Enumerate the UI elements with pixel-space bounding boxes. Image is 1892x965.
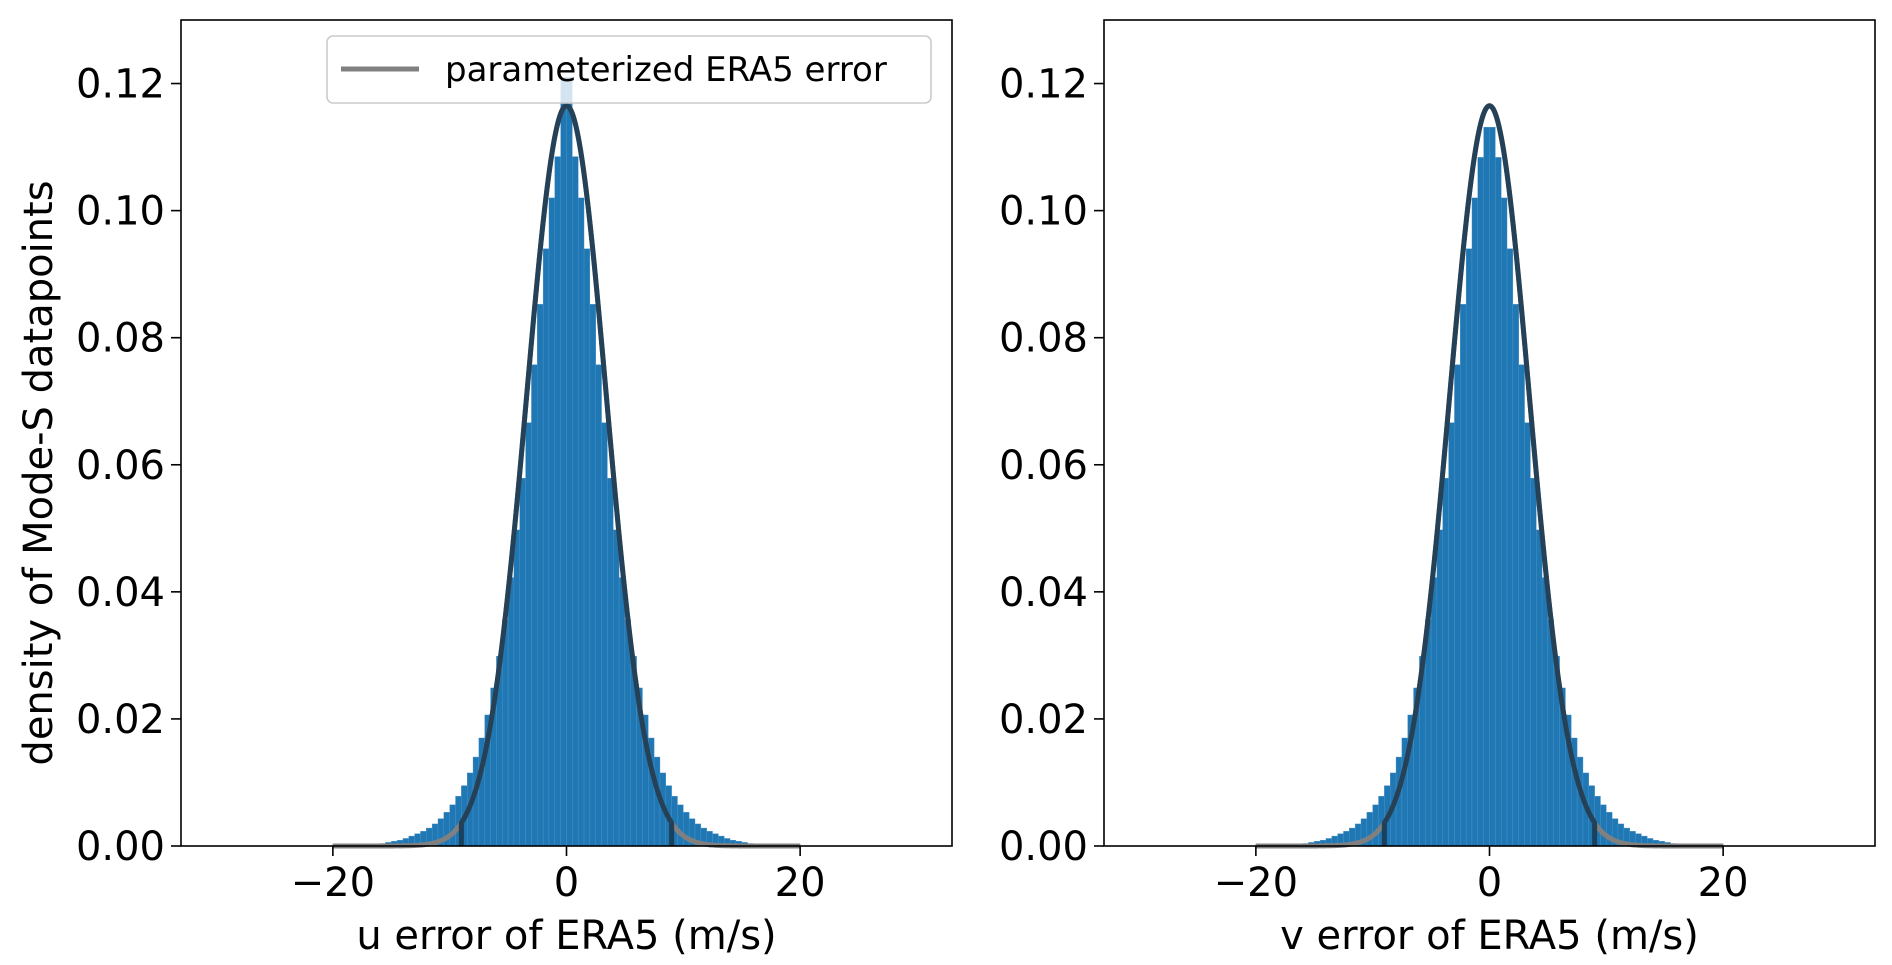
histogram-bar [542,248,550,847]
histogram-bar [595,364,602,847]
y-tick-label: 0.10 [999,189,1088,235]
histogram-bar [607,478,614,847]
histogram-bar [519,478,526,847]
histogram-bar [1483,127,1490,847]
histogram-bar [601,422,608,847]
histogram-bar [589,304,596,847]
y-tick-label: 0.12 [76,62,165,108]
legend-entry-label: parameterized ERA5 error [445,50,887,90]
histogram-bar [1465,248,1473,847]
histogram-bar [1471,197,1479,847]
histogram [332,76,801,847]
y-tick-label: 0.04 [999,570,1088,616]
y-tick-label: 0.02 [76,697,165,743]
y-tick-label: 0.08 [76,316,165,362]
histogram-bar [1518,364,1525,847]
inner-curve-line [458,103,675,846]
y-tick-label: 0.04 [76,570,165,616]
x-tick-label: −20 [291,860,375,906]
legend: parameterized ERA5 error [326,35,932,104]
x-tick-label: 0 [1477,860,1502,906]
y-tick-label: 0.06 [999,443,1088,489]
histogram-bar [507,577,515,847]
panel-right: 0.00 0.02 0.04 0.06 0.08 0.10 0.12 −20 0 20 v erro… [999,19,1876,959]
histogram-bar [1489,127,1496,847]
histogram-bar [577,197,585,847]
y-tick-label: 0.10 [76,189,165,235]
y-tick-label: 0.02 [999,697,1088,743]
histogram-bar [1506,248,1514,847]
x-axis-label: u error of ERA5 (m/s) [356,913,776,959]
histogram-bar [1500,197,1508,847]
legend-box [326,35,932,104]
histogram-bar [1530,478,1537,847]
x-tick-label: 20 [1698,860,1749,906]
y-tick-label: 0.08 [999,316,1088,362]
histogram-bar [560,76,567,847]
histogram [1255,127,1724,847]
x-axis-label: v error of ERA5 (m/s) [1280,913,1699,959]
histogram-bar [1477,157,1484,847]
histogram-bar [513,529,520,847]
histogram-bar [531,364,538,847]
histogram-bar [1436,529,1443,847]
histogram-bar [1372,804,1379,847]
histogram-bar [1454,364,1461,847]
histogram-bar [1495,157,1502,847]
histogram-bar [554,156,561,847]
histogram-bar [1524,422,1531,847]
inner-curve-line [1381,103,1598,846]
histogram-bar [613,529,620,847]
histogram-bar [566,76,573,847]
histogram-bar [572,156,579,847]
y-axis-label: density of Mode-S datapoints [16,180,62,765]
histogram-bar [548,197,556,847]
histogram-bar [1460,304,1467,847]
histogram-bar [1430,577,1438,847]
histogram-bar [1448,422,1455,847]
histogram-bar [1442,478,1449,847]
histogram-bar [1512,304,1519,847]
histogram-bar [537,304,544,847]
histogram-bar [525,422,532,847]
histogram-bar [449,804,456,847]
histogram-bar [677,804,684,847]
y-tick-label: 0.12 [999,62,1088,108]
y-tick-label: 0.00 [999,824,1088,870]
y-tick-label: 0.00 [76,824,165,870]
histogram-bar [1600,804,1607,847]
histogram-bar [1536,529,1543,847]
x-tick-label: −20 [1214,860,1298,906]
histogram-bar [618,577,626,847]
histogram-bar [583,248,591,847]
x-tick-label: 0 [554,860,579,906]
histogram-bar [1541,577,1549,847]
y-tick-label: 0.06 [76,443,165,489]
x-tick-label: 20 [775,860,826,906]
panel-left: 0.00 0.02 0.04 0.06 0.08 0.10 0.12 −20 0 20 u erro… [16,19,953,959]
